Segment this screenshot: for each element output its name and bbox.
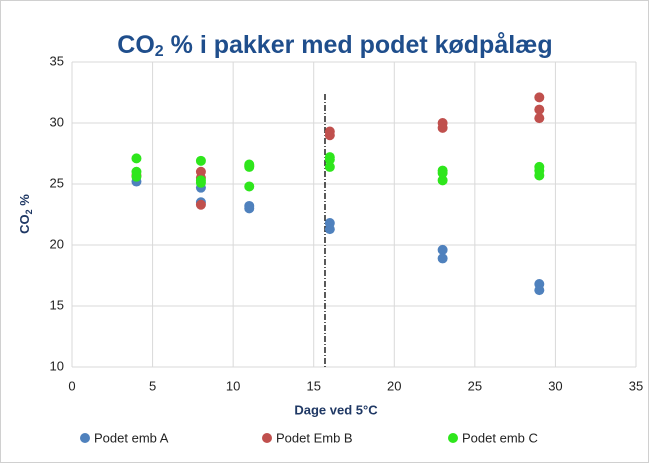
ylabel-part: %	[17, 194, 32, 210]
legend-marker	[80, 433, 90, 443]
ylabel-sub: 2	[24, 209, 34, 214]
chart-title: CO2 % i pakker med podet kødpålæg	[117, 31, 552, 61]
point	[534, 170, 545, 181]
x-axis-label: Dage ved 5°C	[294, 402, 378, 417]
y-tick-label: 20	[50, 236, 64, 251]
legend-marker	[448, 433, 458, 443]
point	[534, 104, 545, 115]
point	[195, 177, 206, 188]
y-tick-label: 10	[50, 358, 64, 373]
point	[437, 175, 448, 186]
point	[324, 154, 335, 165]
x-tick-label: 25	[468, 378, 482, 393]
x-tick-label: 20	[387, 378, 401, 393]
point	[131, 171, 142, 182]
point	[324, 130, 335, 141]
point	[195, 155, 206, 166]
legend-label: Podet Emb B	[276, 430, 353, 445]
y-tick-label: 15	[50, 297, 64, 312]
x-tick-label: 30	[548, 378, 562, 393]
x-tick-label: 5	[149, 378, 156, 393]
point	[324, 161, 335, 172]
point	[244, 161, 255, 172]
title-sub: 2	[155, 43, 164, 60]
legend-label: Podet emb C	[462, 430, 538, 445]
point	[437, 168, 448, 179]
y-axis-label: CO2 %	[17, 194, 34, 234]
y-tick-label: 25	[50, 175, 64, 190]
y-tick-label: 35	[50, 53, 64, 68]
point	[534, 113, 545, 124]
x-tick-label: 0	[68, 378, 75, 393]
point	[195, 199, 206, 210]
legend-label: Podet emb A	[94, 430, 169, 445]
x-tick-label: 35	[629, 378, 643, 393]
point	[131, 153, 142, 164]
legend-marker	[262, 433, 272, 443]
point	[324, 224, 335, 235]
title-part: CO	[117, 31, 155, 59]
point	[534, 92, 545, 103]
point	[437, 253, 448, 264]
point	[244, 203, 255, 214]
y-tick-label: 30	[50, 114, 64, 129]
x-tick-label: 10	[226, 378, 240, 393]
x-tick-label: 15	[306, 378, 320, 393]
point	[534, 285, 545, 296]
title-part: % i pakker med podet kødpålæg	[164, 31, 553, 59]
point	[244, 181, 255, 192]
ylabel-part: CO	[17, 214, 32, 234]
point	[437, 244, 448, 255]
point	[437, 122, 448, 133]
